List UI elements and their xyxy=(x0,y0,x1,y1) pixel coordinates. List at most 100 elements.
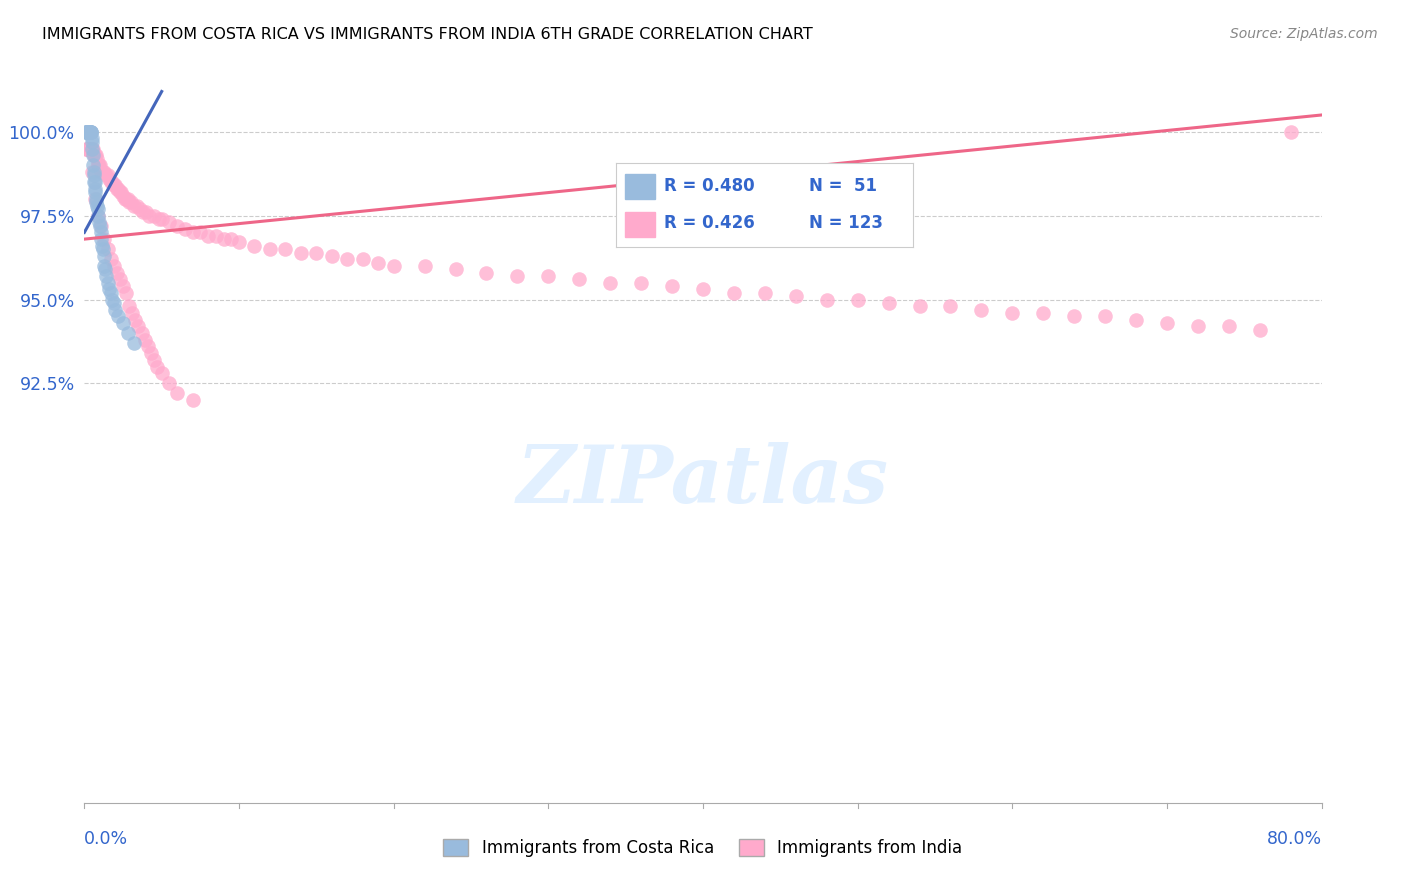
Point xyxy=(259,242,281,256)
Point xyxy=(352,252,374,267)
Point xyxy=(76,142,98,156)
Point xyxy=(125,198,148,212)
Point xyxy=(114,192,136,206)
Point xyxy=(181,393,204,408)
Point xyxy=(150,212,173,227)
Point xyxy=(135,205,157,219)
Point xyxy=(76,125,98,139)
Point xyxy=(108,185,131,199)
Point xyxy=(84,185,107,199)
Point xyxy=(108,272,131,286)
Point xyxy=(96,242,118,256)
Point xyxy=(134,333,156,347)
Point xyxy=(112,316,135,330)
Point xyxy=(138,209,160,223)
Point xyxy=(84,148,107,162)
Point xyxy=(83,175,105,189)
Point xyxy=(221,232,243,246)
Point xyxy=(143,209,166,223)
Point xyxy=(107,182,129,196)
Point xyxy=(1032,306,1054,320)
Point xyxy=(101,293,124,307)
Point xyxy=(148,212,170,227)
Point xyxy=(103,178,125,193)
Point xyxy=(159,376,180,391)
Point xyxy=(692,282,714,296)
Point xyxy=(336,252,359,267)
Point xyxy=(87,158,110,172)
Point xyxy=(91,239,114,253)
Point xyxy=(79,125,101,139)
Point xyxy=(305,245,328,260)
Point xyxy=(77,125,100,139)
Point xyxy=(506,268,529,283)
Point xyxy=(75,125,97,139)
Point xyxy=(91,165,114,179)
Point xyxy=(79,142,101,156)
Point xyxy=(90,165,112,179)
Point xyxy=(76,142,98,156)
Point xyxy=(212,232,235,246)
Point xyxy=(120,195,142,210)
Point xyxy=(127,319,149,334)
Point xyxy=(122,198,145,212)
Point xyxy=(83,175,105,189)
Point xyxy=(75,125,97,139)
Point xyxy=(846,293,869,307)
Point xyxy=(117,192,139,206)
Point xyxy=(112,188,135,202)
Text: R = 0.426: R = 0.426 xyxy=(664,214,755,232)
Point xyxy=(122,336,145,351)
Point xyxy=(77,142,100,156)
Point xyxy=(91,242,114,256)
Point xyxy=(104,302,127,317)
Point xyxy=(80,125,103,139)
Point xyxy=(1218,319,1240,334)
Point xyxy=(84,192,107,206)
Point xyxy=(1187,319,1209,334)
Point xyxy=(121,306,143,320)
Point xyxy=(166,386,188,401)
Point xyxy=(118,299,141,313)
Point xyxy=(86,202,108,216)
Point xyxy=(86,195,108,210)
Point xyxy=(96,169,118,183)
Text: 80.0%: 80.0% xyxy=(1267,830,1322,847)
Point xyxy=(132,205,155,219)
Point xyxy=(83,165,105,179)
Point xyxy=(89,158,111,172)
Point xyxy=(94,169,117,183)
Point xyxy=(80,142,103,156)
Point xyxy=(136,339,159,353)
Point xyxy=(110,185,132,199)
Text: N =  51: N = 51 xyxy=(810,177,877,194)
Point xyxy=(444,262,467,277)
Point xyxy=(150,367,173,381)
Point xyxy=(475,266,498,280)
Point xyxy=(93,249,115,263)
Point xyxy=(89,219,111,233)
Point xyxy=(188,226,212,240)
Point xyxy=(100,175,122,189)
Point xyxy=(98,282,121,296)
Point xyxy=(105,182,128,196)
Point xyxy=(77,125,100,139)
Point xyxy=(84,148,107,162)
Point xyxy=(87,215,110,229)
Point xyxy=(94,262,117,277)
Point xyxy=(82,142,104,156)
Point xyxy=(599,276,621,290)
Point xyxy=(76,125,98,139)
Point xyxy=(1156,316,1178,330)
Point xyxy=(166,219,188,233)
Point xyxy=(90,232,112,246)
Point xyxy=(75,142,97,156)
Point xyxy=(1001,306,1024,320)
Point xyxy=(785,289,807,303)
Point xyxy=(100,285,122,300)
Point xyxy=(87,209,110,223)
Point xyxy=(124,312,146,326)
Point xyxy=(159,215,180,229)
Point xyxy=(1094,310,1116,324)
Point xyxy=(174,222,197,236)
